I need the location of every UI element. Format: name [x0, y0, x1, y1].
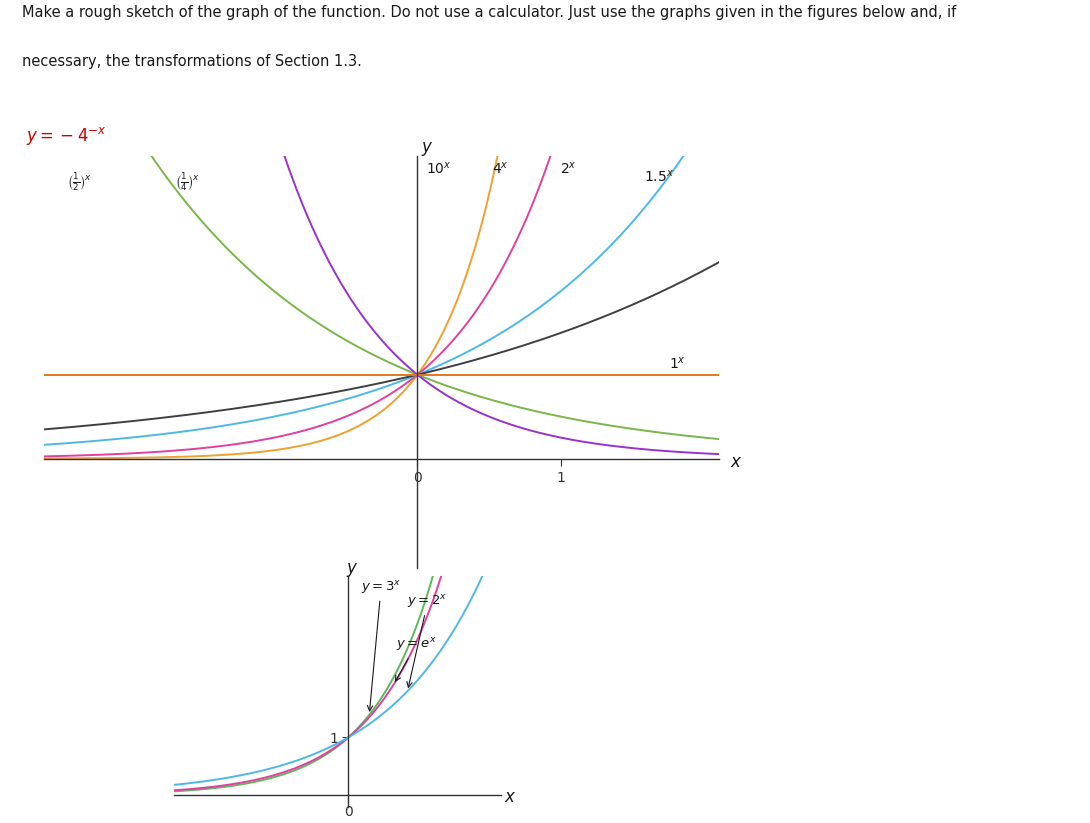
Text: $10^x$: $10^x$ [426, 160, 452, 176]
Text: $y$: $y$ [422, 140, 434, 158]
Text: $y = e^x$: $y = e^x$ [396, 636, 436, 681]
Text: necessary, the transformations of Section 1.3.: necessary, the transformations of Sectio… [22, 54, 362, 69]
Text: $2^x$: $2^x$ [560, 160, 577, 176]
Text: $1^x$: $1^x$ [669, 356, 686, 372]
Text: $\left(\frac{1}{2}\right)^{\!x}$: $\left(\frac{1}{2}\right)^{\!x}$ [68, 170, 92, 193]
Text: $1.5^x$: $1.5^x$ [644, 169, 674, 184]
Text: $y$: $y$ [346, 561, 358, 579]
Text: $4^x$: $4^x$ [493, 160, 509, 176]
Text: $\left(\frac{1}{4}\right)^{\!x}$: $\left(\frac{1}{4}\right)^{\!x}$ [175, 170, 199, 193]
Text: $x$: $x$ [730, 453, 743, 471]
Text: Make a rough sketch of the graph of the function. Do not use a calculator. Just : Make a rough sketch of the graph of the … [22, 5, 956, 20]
Text: $y = 3^x$: $y = 3^x$ [361, 579, 401, 711]
Text: $x$: $x$ [504, 788, 516, 806]
Text: $y = -4^{-x}$: $y = -4^{-x}$ [26, 125, 107, 146]
Text: $y = 2^x$: $y = 2^x$ [407, 593, 448, 687]
